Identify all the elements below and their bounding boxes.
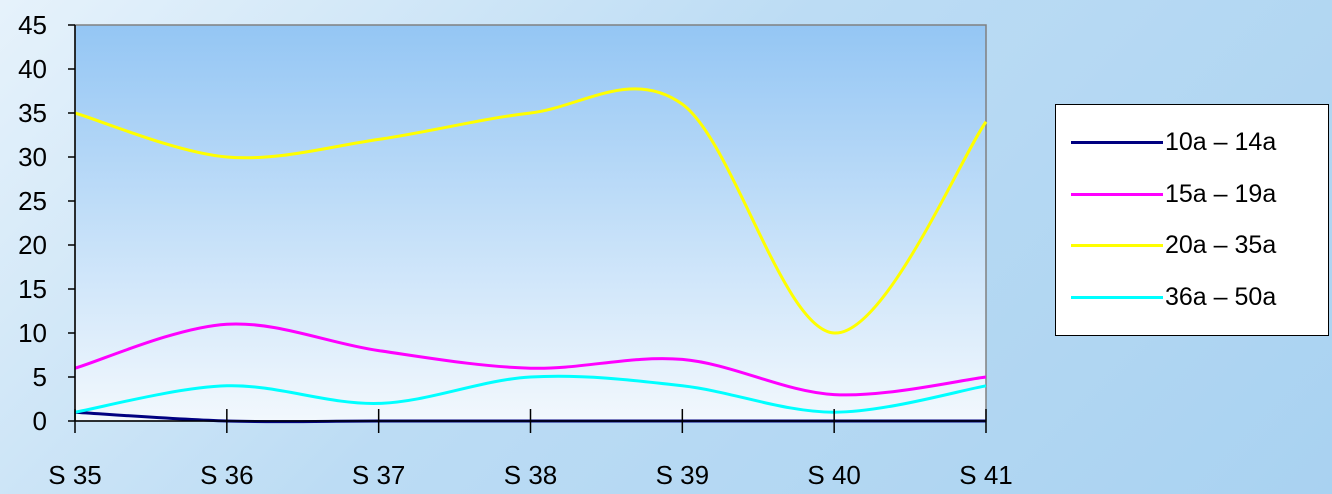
y-tick-label: 0 [33,406,47,436]
legend-swatch [1071,295,1163,299]
axis-layer: 0 5 10 15 20 25 30 35 40 45 S 35 S 36 S 37 S 38 S 39 S … [18,10,1013,490]
plot-area [74,24,987,422]
x-tick-label: S 36 [200,460,254,490]
y-tick-label: 30 [18,142,47,172]
y-tick-label: 15 [18,274,47,304]
legend-label: 15a – 19a [1165,179,1277,208]
y-tick-label: 45 [18,10,47,40]
y-tick-label: 20 [18,230,47,260]
x-tick-label: S 35 [48,460,102,490]
legend-label: 10a – 14a [1165,128,1277,157]
legend-label: 20a – 35a [1165,231,1277,260]
y-tick-label: 10 [18,318,47,348]
legend-item: 10a – 14a [1056,123,1328,163]
legend: 10a – 14a 15a – 19a 20a – 35a 36a – 50a [1055,104,1329,336]
legend-label: 36a – 50a [1165,282,1277,311]
y-tick-label: 40 [18,54,47,84]
legend-swatch [1071,141,1163,145]
legend-swatch [1071,244,1163,248]
x-tick-label: S 38 [504,460,558,490]
x-tick-label: S 41 [959,460,1013,490]
y-tick-label: 35 [18,98,47,128]
x-tick-label: S 39 [656,460,710,490]
x-tick-label: S 40 [807,460,861,490]
legend-swatch [1071,192,1163,196]
legend-item: 20a – 35a [1056,226,1328,266]
series-line-3 [74,87,988,335]
legend-item: 36a – 50a [1056,277,1328,317]
x-tick-label: S 37 [352,460,406,490]
series-line-2 [74,322,987,397]
y-tick-label: 5 [33,362,47,392]
legend-item: 15a – 19a [1056,174,1328,214]
y-tick-label: 25 [18,186,47,216]
